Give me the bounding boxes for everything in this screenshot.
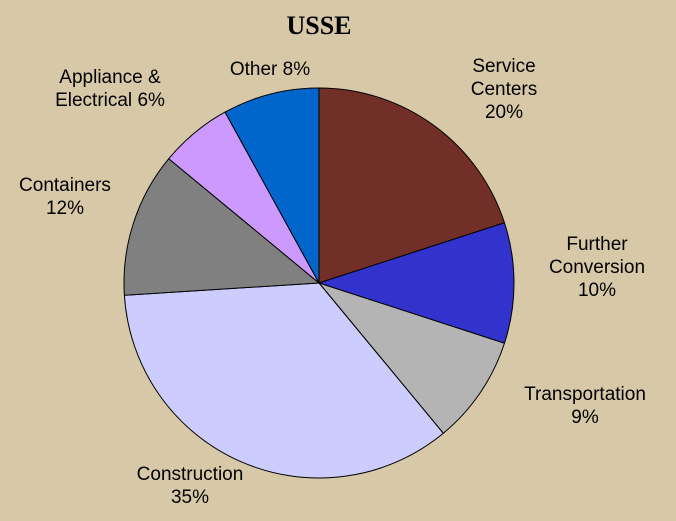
slice-label: Construction 35% — [105, 463, 275, 509]
pie-slice — [123, 157, 321, 296]
pie-slice — [317, 281, 506, 434]
slice-label: Transportation 9% — [500, 383, 670, 429]
pie-slice — [318, 87, 506, 284]
value-label: 6% — [137, 90, 165, 111]
pie-slice — [224, 87, 320, 284]
category-label: Appliance & Electrical — [55, 67, 161, 111]
category-label: Construction — [136, 464, 244, 485]
chart-title: USSE — [286, 11, 351, 40]
value-label: 12% — [45, 198, 85, 219]
value-label: 20% — [484, 102, 524, 123]
category-label: Service Centers — [470, 56, 538, 100]
category-label: Transportation — [524, 384, 646, 405]
slice-label: Other 8% — [200, 58, 340, 81]
category-label: Further Conversion — [548, 234, 646, 278]
value-label: 10% — [577, 280, 617, 301]
pie-slice — [317, 222, 515, 344]
category-label: Containers — [19, 175, 111, 196]
value-label: 8% — [282, 59, 311, 80]
value-label: 9% — [571, 407, 599, 428]
category-label: Other — [229, 59, 278, 80]
slice-label: Containers 12% — [5, 174, 125, 220]
slice-label: Service Centers 20% — [459, 55, 549, 124]
slice-label: Further Conversion 10% — [537, 233, 657, 302]
pie-slice — [123, 282, 445, 479]
value-label: 35% — [170, 487, 210, 508]
slice-label: Appliance & Electrical 6% — [35, 66, 185, 112]
